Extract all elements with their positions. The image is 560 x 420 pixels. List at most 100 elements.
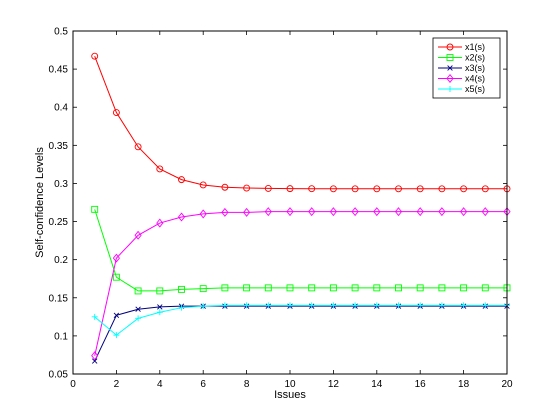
data-point bbox=[199, 285, 207, 293]
data-point bbox=[373, 302, 380, 309]
series-2 bbox=[91, 205, 511, 295]
legend-marker bbox=[447, 86, 453, 92]
series-1 bbox=[91, 52, 511, 193]
data-point bbox=[91, 358, 98, 364]
data-point bbox=[351, 185, 359, 193]
data-point bbox=[460, 185, 468, 193]
legend-marker bbox=[446, 73, 454, 84]
data-point bbox=[178, 304, 185, 311]
data-point bbox=[460, 302, 467, 309]
data-point bbox=[395, 185, 402, 193]
data-point bbox=[438, 207, 446, 217]
legend-item: x5(s) bbox=[438, 84, 485, 94]
data-point bbox=[264, 207, 272, 217]
y-tick-label: 0.25 bbox=[49, 217, 69, 228]
data-point bbox=[438, 302, 445, 309]
data-point bbox=[330, 302, 337, 309]
legend-label: x3(s) bbox=[465, 63, 485, 73]
y-tick-label: 0.1 bbox=[54, 331, 68, 342]
y-tick-label: 0.3 bbox=[54, 179, 68, 190]
x-tick-label: 18 bbox=[458, 379, 470, 390]
data-point bbox=[438, 185, 446, 193]
plot-frame bbox=[72, 30, 508, 375]
data-point bbox=[329, 207, 337, 217]
x-tick-label: 4 bbox=[157, 379, 163, 390]
data-point bbox=[308, 302, 315, 309]
y-tick-label: 0.4 bbox=[54, 103, 68, 114]
y-tick-label: 0.35 bbox=[49, 141, 69, 152]
series-4 bbox=[91, 207, 511, 361]
data-point bbox=[416, 185, 424, 193]
data-point bbox=[91, 313, 98, 320]
series-5 bbox=[91, 302, 510, 339]
data-point bbox=[156, 309, 163, 316]
series-layer bbox=[91, 52, 511, 364]
data-point bbox=[221, 207, 229, 217]
data-point bbox=[221, 302, 228, 309]
data-point bbox=[395, 302, 402, 309]
data-point bbox=[156, 287, 164, 295]
data-point bbox=[286, 207, 294, 217]
data-point bbox=[351, 284, 359, 292]
legend-label: x2(s) bbox=[465, 53, 485, 63]
data-point bbox=[91, 52, 99, 60]
legend-item: x4(s) bbox=[438, 74, 485, 84]
series-line bbox=[94, 55, 507, 190]
legend-marker bbox=[446, 43, 454, 51]
data-point bbox=[134, 143, 142, 151]
x-tick-label: 2 bbox=[114, 379, 120, 390]
series-line bbox=[94, 209, 507, 292]
data-point bbox=[156, 165, 164, 173]
data-point bbox=[373, 284, 381, 292]
x-tick-label: 6 bbox=[200, 379, 206, 390]
data-point bbox=[329, 284, 337, 292]
data-point bbox=[482, 302, 489, 309]
data-point bbox=[265, 302, 272, 309]
data-point bbox=[351, 207, 359, 217]
data-point bbox=[199, 181, 207, 189]
legend-label: x1(s) bbox=[465, 42, 485, 52]
data-point bbox=[264, 284, 272, 292]
data-point bbox=[243, 302, 250, 309]
data-point bbox=[112, 109, 120, 117]
x-tick-label: 0 bbox=[70, 379, 76, 390]
data-point bbox=[460, 284, 468, 292]
data-point bbox=[373, 207, 381, 217]
data-point bbox=[373, 185, 381, 193]
data-point bbox=[395, 284, 402, 292]
data-point bbox=[178, 176, 185, 184]
data-point bbox=[481, 185, 489, 193]
data-point bbox=[113, 312, 120, 319]
legend-item: x2(s) bbox=[438, 53, 485, 63]
data-point bbox=[287, 302, 293, 309]
series-line bbox=[94, 211, 507, 356]
x-tick-label: 20 bbox=[501, 379, 513, 390]
data-point bbox=[264, 184, 272, 192]
data-point bbox=[91, 351, 99, 361]
data-point bbox=[199, 209, 207, 219]
y-tick-label: 0.5 bbox=[54, 27, 68, 38]
data-point bbox=[308, 185, 316, 193]
data-point bbox=[417, 302, 424, 309]
data-point bbox=[221, 183, 229, 191]
y-tick-label: 0.45 bbox=[49, 65, 69, 76]
data-point bbox=[243, 184, 251, 192]
y-tick-label: 0.15 bbox=[49, 293, 69, 304]
legend-label: x4(s) bbox=[465, 74, 485, 84]
data-point bbox=[460, 207, 468, 217]
legend-marker bbox=[447, 65, 453, 71]
data-point bbox=[134, 287, 142, 295]
x-tick-label: 14 bbox=[371, 379, 383, 390]
data-point bbox=[91, 205, 99, 213]
series-line bbox=[94, 304, 507, 336]
legend-marker bbox=[446, 54, 454, 61]
data-point bbox=[113, 332, 120, 339]
x-tick-label: 12 bbox=[328, 379, 340, 390]
data-point bbox=[200, 303, 207, 310]
axis-ticks: 0 2 4 6 8 10 12 14 16 18 20 0.05 0.1 0.15 0.2 0.25 0.3 0.… bbox=[49, 27, 513, 391]
y-tick-label: 0.05 bbox=[49, 370, 69, 381]
data-point bbox=[243, 284, 251, 292]
data-point bbox=[286, 185, 294, 193]
x-tick-label: 16 bbox=[415, 379, 427, 390]
